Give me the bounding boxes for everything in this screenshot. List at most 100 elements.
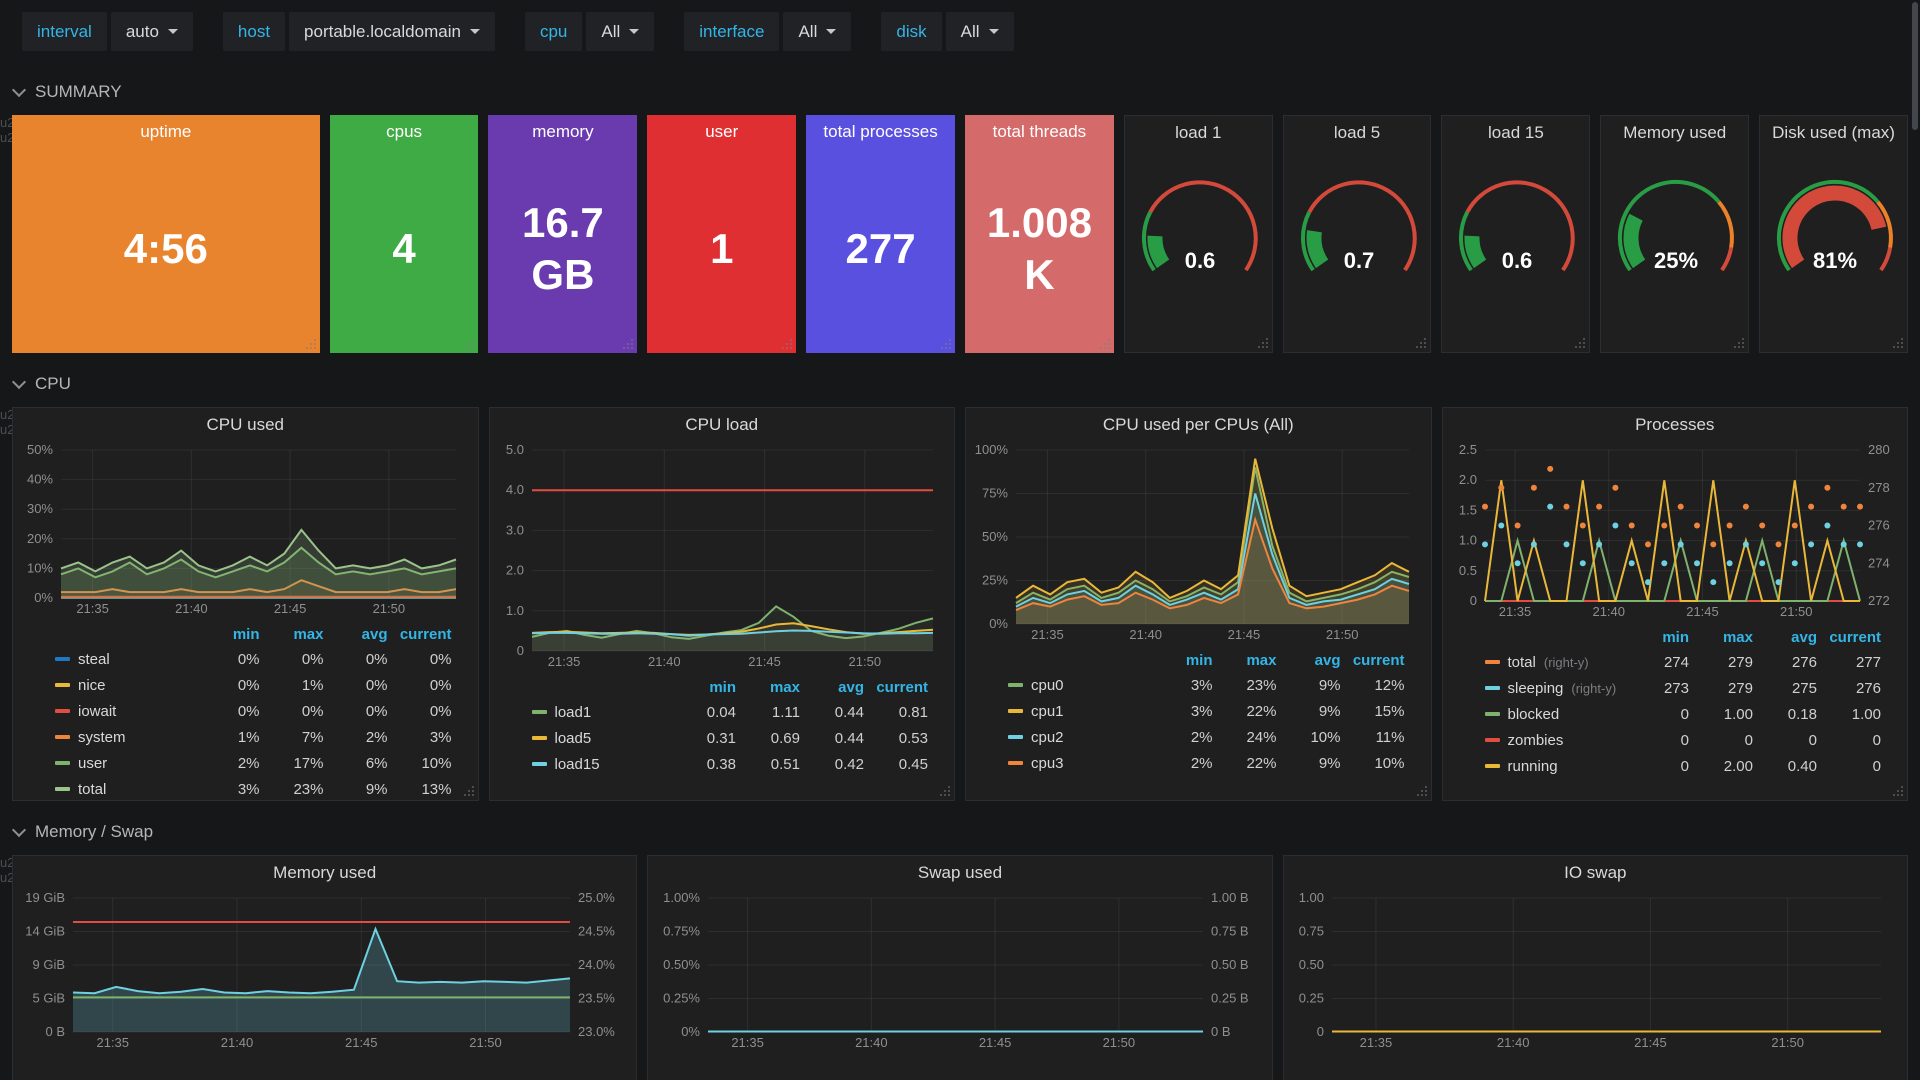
io-swap-chart[interactable]: 21:35 21:40 21:45 21:50 0 0.25 0.50 0.75 1.00 [1286, 890, 1899, 1052]
panel-title[interactable]: Processes [1635, 415, 1715, 434]
panel-title[interactable]: total threads [992, 122, 1087, 141]
legend-col-header[interactable]: current [399, 625, 452, 643]
resize-handle[interactable] [622, 338, 634, 350]
panel-title[interactable]: Memory used [273, 863, 377, 882]
panel-title[interactable]: Swap used [917, 863, 1003, 882]
legend-col-header[interactable]: current [876, 678, 928, 696]
resize-handle[interactable] [1099, 338, 1111, 350]
variable-dropdown-cpu[interactable]: All [586, 12, 655, 51]
legend-col-header[interactable]: avg [1791, 628, 1817, 646]
resize-handle[interactable] [940, 338, 952, 350]
svg-text:14 GiB: 14 GiB [25, 924, 65, 939]
stat-value: 4 [392, 224, 416, 272]
legend-series-toggle[interactable]: steal [55, 651, 196, 668]
section-memory-swap: Memory / Swap Memory used 21:35 21:40 21:4… [0, 821, 1920, 1080]
svg-text:5 GiB: 5 GiB [32, 991, 65, 1006]
legend-series-toggle[interactable]: zombies [1484, 732, 1626, 749]
resize-handle[interactable] [1416, 785, 1428, 797]
cpu-used-chart[interactable]: 21:35 21:40 21:45 21:50 0% 10% 20% 30% 40% 50% [15, 442, 470, 618]
variable-dropdown-interval[interactable]: auto [110, 12, 193, 51]
resize-handle[interactable] [1892, 337, 1904, 349]
legend-series-toggle[interactable]: iowait [55, 703, 196, 720]
scrollbar-thumb[interactable] [1912, 2, 1918, 130]
memory-used-chart[interactable]: 21:35 21:40 21:45 21:50 0 B 5 GiB 9 GiB 14 GiB 1… [15, 890, 628, 1052]
resize-handle[interactable] [1574, 337, 1586, 349]
variable-dropdown-disk[interactable]: All [945, 12, 1014, 51]
legend-col-header[interactable]: max [1246, 651, 1277, 669]
legend-value: 279 [1727, 679, 1753, 697]
legend-col-header[interactable]: current [1829, 628, 1881, 646]
legend-series-toggle[interactable]: cpu2 [1008, 729, 1149, 746]
legend-series-toggle[interactable]: user [55, 755, 196, 772]
resize-handle[interactable] [1257, 337, 1269, 349]
panel-title[interactable]: CPU used [206, 415, 284, 434]
legend-col-header[interactable]: avg [838, 678, 864, 696]
panel-title[interactable]: load 15 [1488, 123, 1544, 142]
legend-value: 273 [1663, 679, 1689, 697]
svg-text:21:35: 21:35 [1359, 1035, 1392, 1050]
disk-used-gauge: 81% [1760, 162, 1907, 312]
legend-col-header[interactable]: max [1722, 628, 1753, 646]
cpu-per-cpus-chart[interactable]: 21:35 21:40 21:45 21:50 0% 25% 50% 75% 100% [968, 442, 1423, 644]
legend-series-toggle[interactable]: nice [55, 677, 196, 694]
variable-dropdown-interface[interactable]: All [783, 12, 852, 51]
cpu-load-chart[interactable]: 21:35 21:40 21:45 21:50 0 1.0 2.0 3.0 4.0 5.0 [492, 442, 947, 671]
legend-series-toggle[interactable]: load5 [531, 730, 673, 747]
legend-series-toggle[interactable]: load15 [531, 756, 673, 773]
resize-handle[interactable] [1733, 337, 1745, 349]
panel-title[interactable]: load 1 [1175, 123, 1222, 142]
resize-handle[interactable] [939, 785, 951, 797]
legend-col-header[interactable]: min [1185, 651, 1213, 669]
legend-col-header[interactable]: max [769, 678, 800, 696]
legend-value: 0.31 [706, 729, 736, 747]
panel-title[interactable]: CPU load [685, 415, 759, 434]
panel-title[interactable]: user [705, 122, 739, 141]
swap-used-chart[interactable]: 21:35 21:40 21:45 21:50 0% 0.25% 0.50% 0.75% 1.0… [650, 890, 1263, 1052]
panel-title[interactable]: load 5 [1333, 123, 1381, 142]
series-color-dash-icon [55, 787, 70, 791]
legend-series-toggle[interactable]: cpu1 [1008, 703, 1149, 720]
legend-col-header[interactable]: avg [361, 625, 388, 643]
legend-value: 0.38 [706, 755, 736, 773]
section-header-summary[interactable]: SUMMARY [11, 81, 1920, 103]
legend-col-header[interactable]: min [709, 678, 736, 696]
legend-col-header[interactable]: max [293, 625, 324, 643]
panel-title[interactable]: Disk used (max) [1772, 123, 1895, 142]
legend-series-toggle[interactable]: load1 [531, 704, 673, 721]
panel-title[interactable]: total processes [823, 122, 938, 141]
panel-title[interactable]: CPU used per CPUs (All) [1102, 415, 1294, 434]
scrollbar[interactable] [1910, 0, 1920, 1080]
svg-text:1.5: 1.5 [1458, 502, 1476, 517]
svg-text:21:45: 21:45 [979, 1035, 1012, 1050]
legend-col-header[interactable]: current [1352, 651, 1405, 669]
legend-series-toggle[interactable]: system [55, 729, 196, 746]
resize-handle[interactable] [1892, 785, 1904, 797]
legend-series-toggle[interactable]: total (right-y) [1484, 654, 1626, 671]
panel-title[interactable]: Memory used [1623, 123, 1727, 142]
variable-dropdown-host[interactable]: portable.localdomain [289, 12, 495, 51]
legend-col-header[interactable]: avg [1314, 651, 1341, 669]
legend-series-toggle[interactable]: sleeping (right-y) [1484, 680, 1626, 697]
chart-canvas: 21:35 21:40 21:45 21:50 0 B 5 GiB 9 GiB 14 GiB 1… [25, 890, 615, 1050]
legend-series-toggle[interactable]: blocked [1484, 706, 1626, 723]
section-header-cpu[interactable]: CPU [11, 373, 1920, 395]
legend-series-toggle[interactable]: cpu3 [1008, 755, 1149, 772]
legend-series-toggle[interactable]: cpu0 [1008, 677, 1149, 694]
legend-col-header[interactable]: min [232, 625, 260, 643]
legend-series-toggle[interactable]: total [55, 781, 196, 798]
panel-title[interactable]: memory [532, 122, 594, 141]
legend-row: system 1% 7% 2% 3% [55, 724, 452, 750]
panel-title[interactable]: IO swap [1564, 863, 1627, 882]
section-header-memory-swap[interactable]: Memory / Swap [11, 821, 1920, 843]
panel-title[interactable]: uptime [140, 122, 192, 141]
resize-handle[interactable] [1415, 337, 1427, 349]
processes-chart[interactable]: 21:35 21:40 21:45 21:50 0 0.5 1.0 1.5 2.0 2.5 272 2… [1445, 442, 1900, 621]
panel-title[interactable]: cpus [386, 122, 423, 141]
series-color-dash-icon [1484, 764, 1500, 768]
legend-col-header[interactable]: min [1662, 628, 1689, 646]
resize-handle[interactable] [305, 338, 317, 350]
resize-handle[interactable] [463, 338, 475, 350]
resize-handle[interactable] [781, 338, 793, 350]
resize-handle[interactable] [463, 785, 475, 797]
legend-series-toggle[interactable]: running [1484, 758, 1626, 775]
